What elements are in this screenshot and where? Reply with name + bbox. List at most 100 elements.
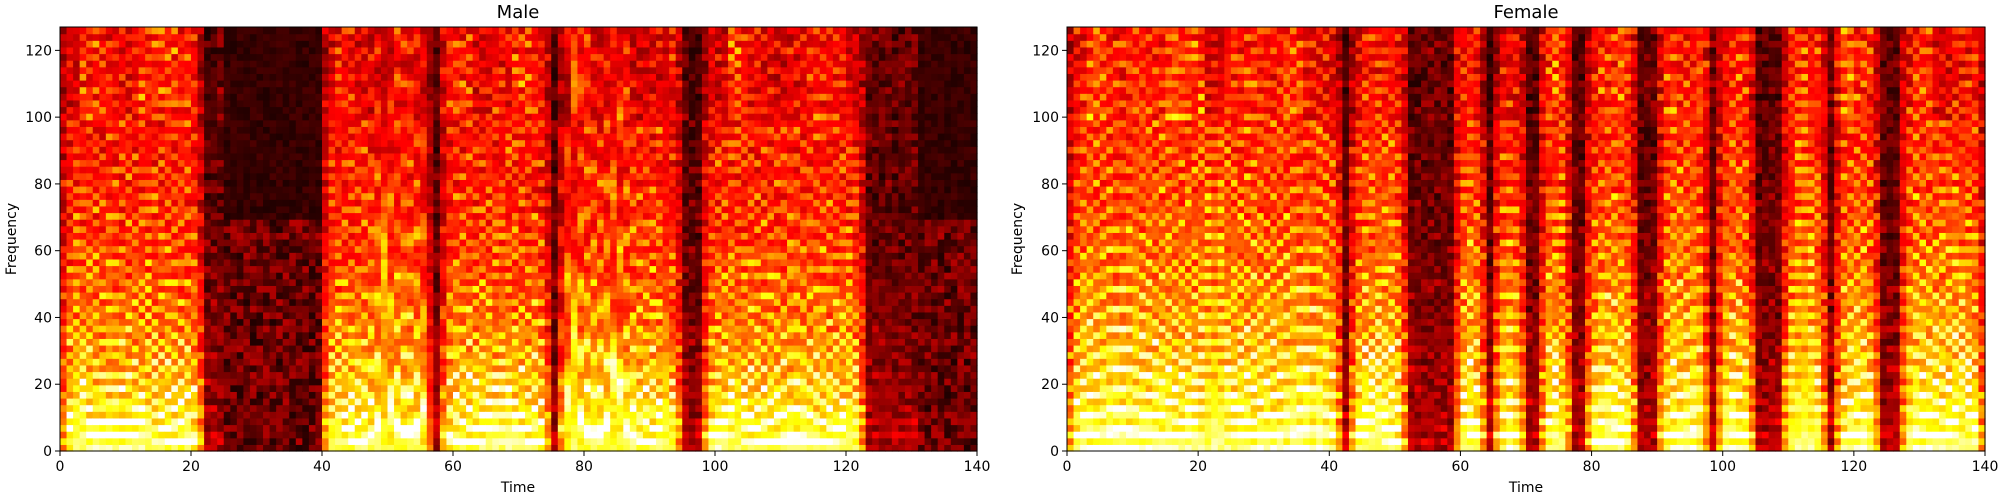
heatmap-cell (472, 73, 480, 81)
heatmap-cell (335, 179, 343, 187)
heatmap-cell (354, 398, 362, 406)
heatmap-cell (308, 199, 317, 207)
heatmap-cell (505, 80, 513, 88)
heatmap-cell (158, 345, 166, 353)
heatmap-cell (518, 437, 526, 445)
heatmap-cell (66, 66, 74, 74)
heatmap-cell (315, 99, 323, 108)
heatmap-cell (511, 239, 520, 247)
heatmap-cell (92, 73, 100, 81)
heatmap-cell (538, 66, 546, 74)
heatmap-cell (99, 192, 107, 200)
heatmap-cell (380, 391, 389, 399)
heatmap-cell (92, 146, 100, 154)
heatmap-cell (197, 106, 205, 114)
heatmap-cell (276, 345, 284, 353)
heatmap-cell (79, 398, 87, 406)
heatmap-cell (73, 33, 81, 41)
heatmap-cell (315, 40, 323, 48)
heatmap-cell (164, 146, 172, 154)
heatmap-cell (315, 318, 323, 326)
heatmap-cell (420, 126, 428, 134)
heatmap-cell (118, 80, 127, 88)
heatmap-cell (295, 166, 303, 174)
heatmap-cell (335, 417, 343, 426)
heatmap-cell (413, 371, 421, 379)
heatmap-cell (328, 179, 336, 187)
heatmap-cell (518, 232, 526, 240)
heatmap-cell (380, 278, 389, 286)
heatmap-cell (564, 205, 572, 214)
heatmap-cell (112, 437, 120, 445)
heatmap-cell (243, 126, 251, 134)
heatmap-cell (492, 292, 500, 300)
heatmap-cell (446, 285, 454, 293)
heatmap-cell (79, 212, 87, 220)
heatmap-cell (446, 159, 454, 167)
heatmap-cell (538, 325, 546, 333)
heatmap-cell (505, 331, 513, 339)
heatmap-cell (400, 219, 408, 227)
heatmap-cell (544, 133, 552, 141)
heatmap-cell (269, 219, 277, 227)
heatmap-cell (492, 27, 500, 35)
heatmap-cell (263, 139, 271, 147)
heatmap-cell (485, 139, 493, 147)
heatmap-cell (295, 424, 303, 432)
heatmap-cell (164, 325, 172, 333)
heatmap-cell (105, 212, 113, 220)
heatmap-cell (439, 212, 448, 220)
heatmap-cell (99, 411, 107, 419)
heatmap-cell (341, 60, 349, 68)
heatmap-cell (433, 205, 441, 214)
heatmap-cell (243, 404, 251, 412)
heatmap-cell (230, 351, 238, 359)
heatmap-cell (243, 258, 251, 267)
heatmap-cell (171, 33, 179, 41)
heatmap-cell (66, 437, 74, 445)
heatmap-cell (171, 311, 179, 320)
heatmap-cell (413, 192, 421, 200)
heatmap-cell (210, 133, 218, 141)
heatmap-cell (86, 437, 94, 445)
heatmap-cell (564, 179, 572, 187)
heatmap-cell (498, 391, 506, 399)
heatmap-cell (217, 345, 225, 353)
heatmap-cell (531, 146, 539, 154)
heatmap-cell (295, 378, 303, 386)
heatmap-cell (60, 113, 68, 121)
heatmap-cell (73, 86, 81, 94)
heatmap-cell (466, 119, 474, 127)
heatmap-cell (453, 192, 461, 200)
heatmap-cell (217, 119, 225, 127)
heatmap-cell (60, 172, 68, 180)
heatmap-cell (92, 119, 100, 127)
heatmap-cell (302, 258, 310, 267)
heatmap-cell (407, 80, 415, 88)
heatmap-cell (263, 318, 271, 326)
heatmap-cell (367, 265, 375, 273)
heatmap-cell (380, 93, 389, 101)
heatmap-cell (105, 285, 113, 293)
heatmap-cell (400, 245, 408, 253)
heatmap-cell (99, 172, 107, 180)
heatmap-cell (263, 437, 271, 445)
heatmap-cell (348, 172, 356, 180)
heatmap-cell (249, 133, 258, 141)
heatmap-cell (132, 411, 140, 419)
heatmap-cell (210, 199, 218, 207)
heatmap-cell (426, 431, 434, 439)
heatmap-cell (453, 152, 461, 161)
heatmap-cell (485, 272, 493, 280)
heatmap-cell (151, 53, 159, 61)
heatmap-cell (322, 139, 330, 147)
heatmap-cell (99, 159, 107, 167)
heatmap-cell (413, 146, 421, 154)
heatmap-cell (472, 232, 480, 240)
heatmap-cell (308, 305, 317, 313)
heatmap-cell (479, 318, 487, 326)
heatmap-cell (204, 66, 212, 74)
heatmap-cell (380, 345, 389, 353)
heatmap-cell (217, 258, 225, 267)
heatmap-cell (426, 292, 434, 300)
